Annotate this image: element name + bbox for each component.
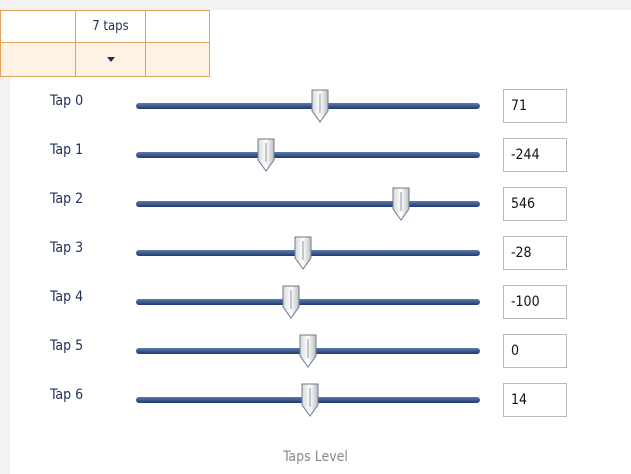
slider-thumb[interactable] (294, 236, 312, 270)
value-input[interactable]: -244 (503, 138, 567, 172)
slider-thumb[interactable] (301, 383, 319, 417)
tap-label: Tap 0 (50, 93, 84, 109)
slider-thumb[interactable] (392, 187, 410, 221)
tap-label: Tap 3 (50, 240, 84, 256)
thumb-shape (392, 187, 410, 221)
header-cell[interactable]: 7 taps (75, 10, 146, 43)
slider-thumb[interactable] (257, 138, 275, 172)
value-input[interactable]: -28 (503, 236, 567, 270)
slider-track[interactable] (136, 299, 480, 305)
tap-label: Tap 2 (50, 191, 84, 207)
tap-label: Tap 5 (50, 338, 84, 354)
tap-label: Tap 6 (50, 387, 84, 403)
value-input[interactable]: 546 (503, 187, 567, 221)
footer-label: Taps Level (283, 449, 348, 465)
thumb-shape (301, 383, 319, 417)
thumb-shape (257, 138, 275, 172)
thumb-shape (294, 236, 312, 270)
dropdown-cell[interactable] (75, 42, 146, 77)
thumb-shape (299, 334, 317, 368)
filter-cell (145, 42, 210, 77)
value-input[interactable]: 0 (503, 334, 567, 368)
slider-track[interactable] (136, 201, 480, 207)
slider-track[interactable] (136, 152, 480, 158)
header-cell (0, 10, 76, 43)
slider-thumb[interactable] (299, 334, 317, 368)
thumb-shape (311, 89, 329, 123)
value-input[interactable]: -100 (503, 285, 567, 319)
tap-label: Tap 1 (50, 142, 84, 158)
slider-track[interactable] (136, 103, 480, 109)
filter-cell (0, 42, 76, 77)
value-input[interactable]: 71 (503, 89, 567, 123)
header-cell (145, 10, 210, 43)
slider-thumb[interactable] (311, 89, 329, 123)
thumb-shape (282, 285, 300, 319)
dropdown-arrow (106, 56, 115, 62)
tap-label: Tap 4 (50, 289, 84, 305)
slider-thumb[interactable] (282, 285, 300, 319)
value-input[interactable]: 14 (503, 383, 567, 417)
